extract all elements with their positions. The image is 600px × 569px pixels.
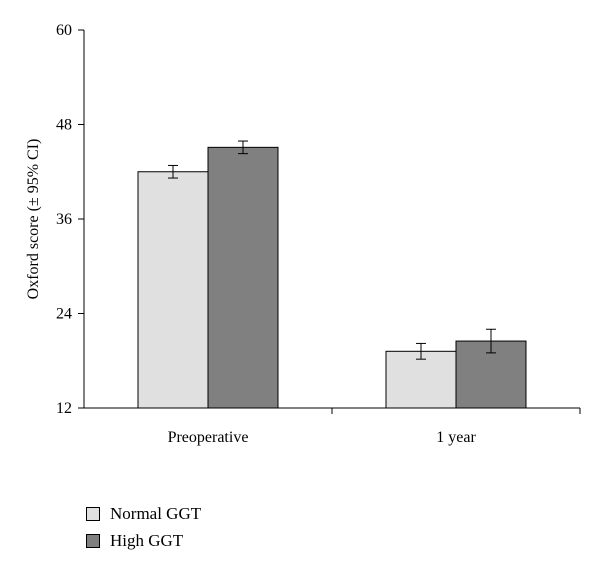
y-axis: 12 24 36 48 60 [56, 22, 85, 417]
legend-label-high-ggt: High GGT [110, 530, 184, 550]
bar-normal-ggt [137, 171, 209, 409]
legend: Normal GGT High GGT [86, 500, 201, 554]
x-axis: Preoperative 1 year [84, 407, 581, 446]
legend-swatch-high-ggt [86, 533, 100, 548]
y-axis-title: Oxford score (± 95% CI) [25, 139, 42, 300]
bar-high-ggt [207, 146, 279, 409]
y-tick-label: 24 [56, 306, 72, 323]
bar-chart: 12 24 36 48 60 Preoperative 1 year Oxford sco… [25, 22, 581, 446]
y-tick-label: 60 [56, 22, 72, 39]
x-tick-label: Preoperative [168, 429, 249, 446]
legend-item-high-ggt: High GGT [86, 527, 201, 554]
legend-item-normal-ggt: Normal GGT [86, 500, 201, 527]
y-tick-label: 36 [56, 211, 72, 228]
y-tick-label: 12 [56, 400, 72, 417]
legend-swatch-normal-ggt [86, 506, 100, 521]
bar-normal-ggt [385, 350, 457, 409]
x-tick-label: 1 year [436, 429, 476, 446]
legend-label-normal-ggt: Normal GGT [110, 503, 202, 523]
error-bars [168, 140, 496, 360]
bars [137, 146, 527, 409]
y-tick-label: 48 [56, 117, 72, 134]
